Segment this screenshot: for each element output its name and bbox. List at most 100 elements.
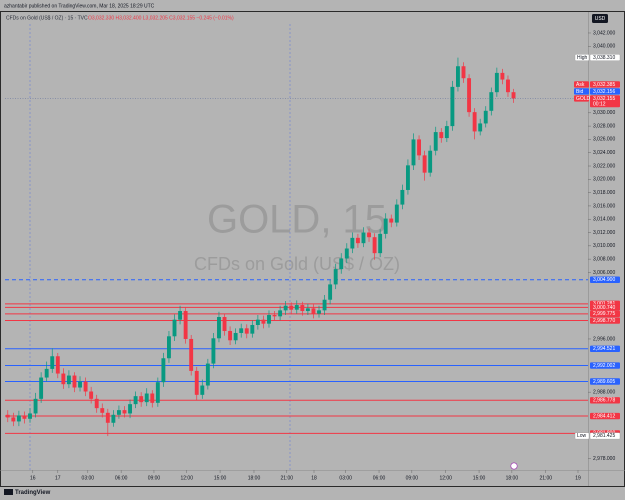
candle-body — [105, 412, 110, 423]
symbol-legend: CFDs on Gold (US$ / OZ) · 15 · TVC — [6, 15, 88, 21]
tag-name-box — [574, 88, 589, 95]
candle-body — [456, 66, 460, 87]
y-tick-label: 2,978.000 — [593, 456, 615, 462]
y-tick-label: 3,042.000 — [593, 30, 615, 36]
candle-body — [500, 72, 505, 80]
currency-label[interactable]: USD — [595, 16, 606, 22]
candle-body — [116, 410, 121, 415]
candle-body — [217, 317, 221, 339]
candle-body — [111, 414, 116, 423]
candle-body — [78, 381, 82, 388]
extreme-name-box — [574, 432, 590, 440]
candle-body — [244, 328, 249, 334]
candle-body — [411, 139, 416, 166]
candle-body — [300, 305, 305, 312]
candle-body — [22, 415, 27, 419]
x-tick-label: 06:00 — [373, 475, 386, 481]
candle-body — [417, 139, 421, 156]
candle-body — [55, 356, 60, 374]
level-tag — [590, 378, 620, 385]
candle-body — [344, 248, 349, 259]
y-tick-label: 3,022.000 — [593, 163, 615, 169]
candle-body — [294, 305, 299, 310]
level-tag — [590, 310, 620, 318]
candle-body — [467, 78, 472, 113]
x-tick-label: 03:00 — [339, 475, 352, 481]
candle-body — [61, 373, 66, 385]
level-tag — [590, 412, 620, 420]
candle-body — [511, 92, 516, 99]
candle-body — [183, 311, 188, 339]
tag-name: Bid — [576, 89, 583, 95]
candle-body — [133, 396, 138, 405]
candle-body — [16, 415, 21, 422]
y-tick-label: 3,008.000 — [593, 256, 615, 262]
tag-name-box — [574, 95, 589, 102]
candle-body — [228, 330, 233, 341]
y-tick-label: 3,014.000 — [593, 217, 615, 223]
logo-icon — [4, 489, 13, 495]
published-note: azhantabir published on TradingView.com,… — [4, 3, 155, 9]
candle-body — [383, 218, 388, 234]
candle-body — [461, 66, 466, 79]
candle-body — [28, 413, 32, 419]
y-tick-label: 3,016.000 — [593, 203, 615, 209]
y-tick-label: 3,026.000 — [593, 137, 615, 143]
candle-body — [239, 328, 244, 333]
candle-body — [400, 189, 405, 205]
level-tag — [590, 397, 620, 404]
price-tag — [590, 95, 620, 108]
candle-body — [178, 311, 183, 320]
level-label: 2,999.775 — [593, 311, 615, 317]
y-tick-label: 3,030.000 — [593, 110, 615, 116]
currency-button[interactable] — [592, 14, 608, 23]
candle-body — [233, 332, 238, 341]
candle-body — [361, 232, 366, 244]
extreme-name: High — [577, 55, 588, 61]
extreme-label: 3,038.310 — [593, 55, 615, 61]
level-label: 2,986.778 — [593, 398, 615, 404]
x-tick-label: 15:00 — [473, 475, 486, 481]
candle-body — [472, 112, 477, 132]
candle-body — [250, 324, 255, 334]
ohlc-legend: O3,032.330 H3,032.400 L3,032.205 C3,032.… — [88, 15, 234, 21]
candle-body — [261, 319, 266, 324]
x-tick-label: 16 — [30, 475, 36, 481]
event-marker[interactable] — [510, 462, 518, 470]
candle-body — [389, 218, 394, 223]
x-tick-label: 21:00 — [281, 475, 294, 481]
candle-body — [33, 398, 38, 414]
candle-body — [333, 269, 338, 285]
candle-body — [44, 368, 49, 378]
y-tick-label: 3,012.000 — [593, 230, 615, 236]
candle-body — [155, 382, 160, 403]
candle-body — [394, 204, 399, 223]
y-tick-label: 3,010.000 — [593, 243, 615, 249]
candle-body — [428, 150, 433, 173]
extreme-name-box — [574, 54, 590, 61]
level-tag — [590, 276, 620, 283]
y-tick-label: 3,028.000 — [593, 123, 615, 129]
candle-body — [355, 237, 360, 244]
candle-body — [450, 86, 455, 127]
logo-text: TradingView — [15, 490, 51, 496]
candle-body — [72, 375, 77, 388]
candle-body — [161, 358, 166, 383]
watermark-description: CFDs on Gold (US$ / OZ) — [194, 254, 400, 274]
x-tick-label: 09:00 — [148, 475, 161, 481]
level-label: 2,989.605 — [593, 379, 615, 385]
candle-body — [139, 396, 144, 403]
tag-name: Ask — [576, 82, 585, 88]
x-tick-label: 12:00 — [180, 475, 193, 481]
extreme-tag — [589, 432, 621, 440]
price-tag-label: 3,032.156 — [593, 89, 615, 95]
extreme-tag — [589, 54, 621, 61]
y-tick-label: 3,040.000 — [593, 44, 615, 50]
candle-body — [222, 317, 227, 331]
x-tick-label: 17 — [55, 475, 61, 481]
y-tick-label: 3,020.000 — [593, 177, 615, 183]
candle-body — [439, 132, 444, 139]
